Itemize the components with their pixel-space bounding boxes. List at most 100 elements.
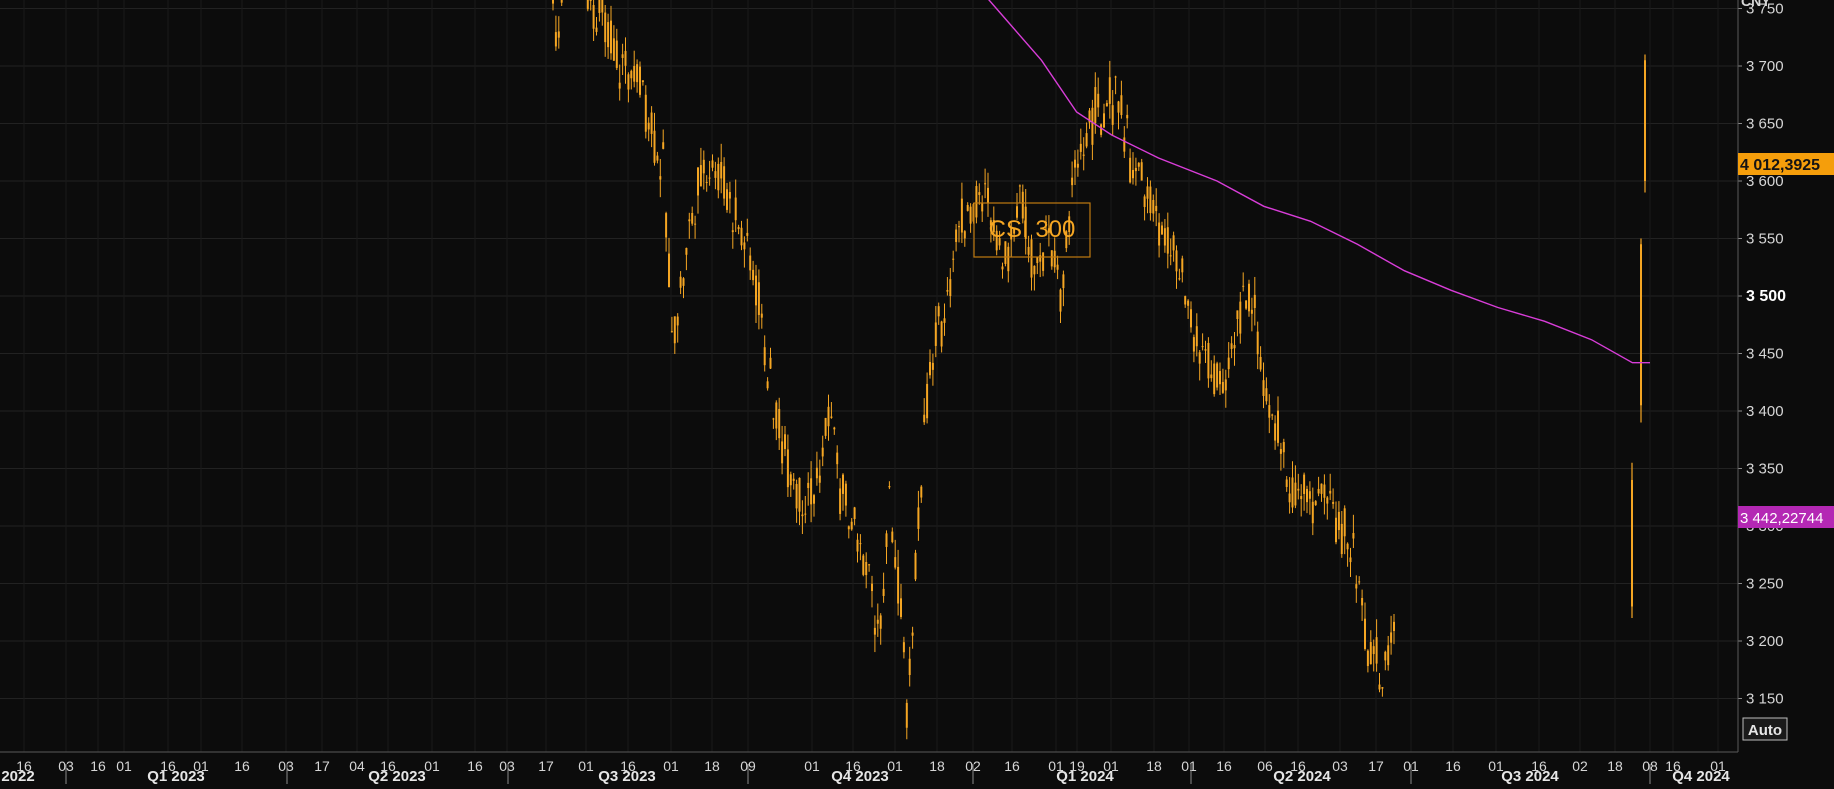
x-day-label: 01 <box>116 758 132 774</box>
y-tick-label: 3 700 <box>1746 58 1784 75</box>
x-day-label: 18 <box>704 758 720 774</box>
candle-body <box>1027 246 1030 255</box>
candle-body <box>1340 523 1343 555</box>
candle-body <box>1239 301 1242 334</box>
x-day-label: 01 <box>887 758 903 774</box>
candle-body <box>1085 133 1088 147</box>
candle-body <box>1201 346 1204 348</box>
candle-body <box>926 383 929 419</box>
x-day-label: 17 <box>314 758 330 774</box>
auto-scale-button[interactable]: Auto <box>1742 717 1788 741</box>
candle-body <box>673 316 676 344</box>
candle-body <box>1195 326 1198 347</box>
candle-body <box>1126 114 1129 119</box>
candle-body <box>1030 239 1033 278</box>
candle-body <box>1369 642 1372 665</box>
candle-body <box>1047 228 1050 233</box>
y-tick-label: 3 150 <box>1746 691 1784 708</box>
auto-scale-button-bg[interactable] <box>1742 717 1788 741</box>
candle-body <box>699 165 702 187</box>
candle-body <box>1097 93 1100 108</box>
candle-body <box>1190 309 1192 328</box>
candle-body <box>1236 310 1239 319</box>
candle-body <box>650 112 653 134</box>
candle-body <box>618 82 621 89</box>
candle-body <box>705 182 708 184</box>
candle-body <box>1184 296 1187 305</box>
candle-body <box>1285 479 1288 487</box>
candle-body <box>630 70 633 79</box>
ma-value: 3 442,22744 <box>1740 510 1823 527</box>
x-day-label: 16 <box>234 758 250 774</box>
candle-body <box>737 227 740 230</box>
candle-body <box>807 482 810 489</box>
candle-body <box>641 80 644 83</box>
candle-body <box>1137 162 1140 167</box>
y-tick-label: 3 550 <box>1746 231 1784 248</box>
candle-body <box>902 642 905 653</box>
candle-body <box>1329 490 1332 494</box>
candle-body <box>879 615 882 629</box>
x-day-label: 03 <box>278 758 294 774</box>
x-day-label: 01 <box>424 758 440 774</box>
candle-body <box>612 38 615 61</box>
candle-body <box>810 478 813 505</box>
candle-body <box>1045 221 1047 223</box>
y-tick-label: 3 250 <box>1746 576 1784 593</box>
candle-body <box>1361 597 1364 606</box>
x-quarter-label: Q3 2023 <box>598 768 656 784</box>
candle-body <box>1134 167 1137 172</box>
x-quarter-label: Q2 2024 <box>1273 768 1331 784</box>
candle-body <box>897 566 900 604</box>
candle-body <box>1155 205 1158 212</box>
candle-body <box>949 279 952 297</box>
x-quarter-label: Q4 2024 <box>1672 768 1730 784</box>
candle-body <box>995 230 998 251</box>
candle-body <box>850 521 853 530</box>
candle-body <box>1129 157 1132 183</box>
candle-body <box>1288 493 1291 503</box>
candle-body <box>813 495 815 504</box>
candle-body <box>1372 646 1375 655</box>
candle-body <box>1146 186 1149 199</box>
candle-body <box>1056 264 1059 270</box>
candle-body <box>958 226 960 228</box>
candle-body <box>1343 508 1346 537</box>
candle-body <box>1308 491 1311 499</box>
x-day-label: 16 <box>1290 758 1306 774</box>
candle-body <box>946 290 949 292</box>
candle-body <box>621 54 624 58</box>
last-price-value: 4 012,3925 <box>1740 157 1820 174</box>
y-tick-label: 3 450 <box>1746 346 1784 363</box>
candle-body <box>1166 227 1169 254</box>
candle-body <box>656 155 659 161</box>
candle-body <box>1349 557 1352 563</box>
candle-body <box>952 258 955 260</box>
x-day-label: 02 <box>1572 758 1588 774</box>
candle-body <box>1384 651 1387 661</box>
candle-body <box>1242 285 1245 287</box>
candle-body <box>1053 250 1056 268</box>
candle-body <box>1111 105 1114 125</box>
x-quarter-label: Q1 2024 <box>1056 768 1114 784</box>
y-tick-label: 3 600 <box>1746 173 1784 190</box>
candle-body <box>891 531 894 543</box>
x-day-label: 01 <box>1103 758 1119 774</box>
x-day-label: 17 <box>538 758 554 774</box>
candle-body <box>966 204 969 211</box>
candle-body <box>1210 374 1213 379</box>
candle-body <box>853 507 856 520</box>
candle-body <box>1100 124 1103 135</box>
candle-body <box>1346 543 1349 550</box>
candle-body <box>688 219 691 222</box>
x-day-label: 16 <box>160 758 176 774</box>
candle-body <box>824 417 827 436</box>
candle-body <box>975 186 978 218</box>
auto-scale-label[interactable]: Auto <box>1748 722 1782 739</box>
candle-body <box>1103 113 1105 128</box>
candle-body <box>1320 483 1323 494</box>
candle-body <box>1332 502 1335 504</box>
candle-body <box>731 230 734 233</box>
